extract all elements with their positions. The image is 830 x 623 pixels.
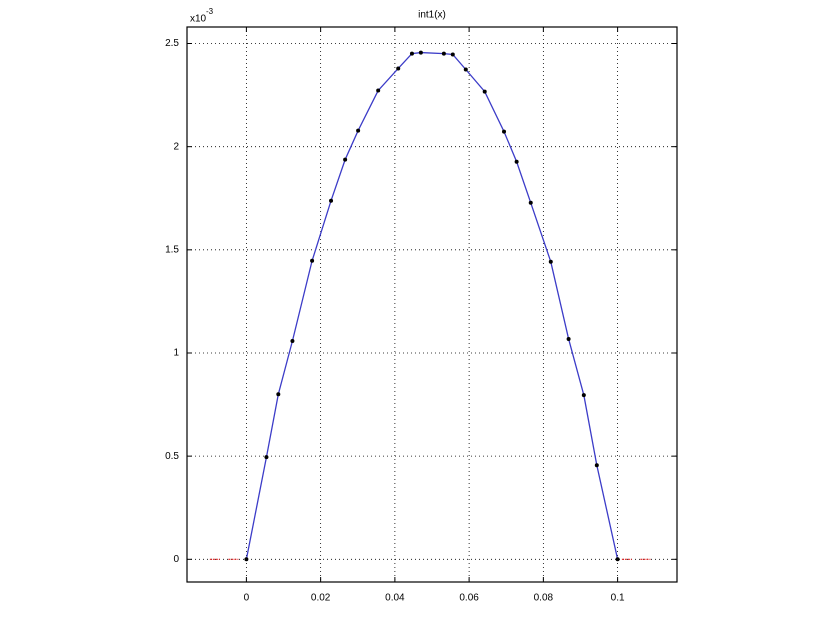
data-point <box>409 51 414 56</box>
data-point <box>244 557 249 562</box>
data-point <box>566 336 571 341</box>
x-tick-label: 0 <box>244 593 250 604</box>
data-point <box>329 198 334 203</box>
y-tick-label: 0.5 <box>165 451 179 462</box>
data-point <box>310 258 315 263</box>
data-point <box>514 159 519 164</box>
data-point <box>502 129 507 134</box>
plot-frame <box>186 26 678 583</box>
x-tick-label: 0.1 <box>611 593 625 604</box>
y-tick-label: 1 <box>173 348 179 359</box>
chart-title: int1(x) <box>418 10 446 21</box>
data-point <box>450 52 455 57</box>
data-point <box>463 67 468 72</box>
data-point <box>418 50 423 55</box>
data-point <box>276 392 281 397</box>
x-tick-label: 0.08 <box>534 593 554 604</box>
x-tick-label: 0.04 <box>385 593 405 604</box>
data-point <box>482 89 487 94</box>
data-line <box>245 51 619 560</box>
data-point <box>396 66 401 71</box>
data-point <box>343 157 348 162</box>
x-tick-label: 0.06 <box>459 593 479 604</box>
data-point <box>528 200 533 205</box>
y-multiplier-exponent: -3 <box>206 7 214 16</box>
plot-area <box>187 27 677 582</box>
y-tick-label: 1.5 <box>165 244 179 255</box>
data-point <box>615 557 620 562</box>
data-point <box>376 88 381 93</box>
data-point <box>594 463 599 468</box>
y-multiplier-base: x10 <box>190 14 207 25</box>
data-point <box>356 128 361 133</box>
data-point <box>264 455 269 460</box>
y-tick-label: 2.5 <box>165 38 179 49</box>
data-point <box>290 339 295 344</box>
y-tick-label: 2 <box>173 141 179 152</box>
x-tick-label: 0.02 <box>311 593 331 604</box>
data-point <box>441 51 446 56</box>
data-point <box>581 393 586 398</box>
data-point <box>548 259 553 264</box>
y-tick-label: 0 <box>173 554 179 565</box>
